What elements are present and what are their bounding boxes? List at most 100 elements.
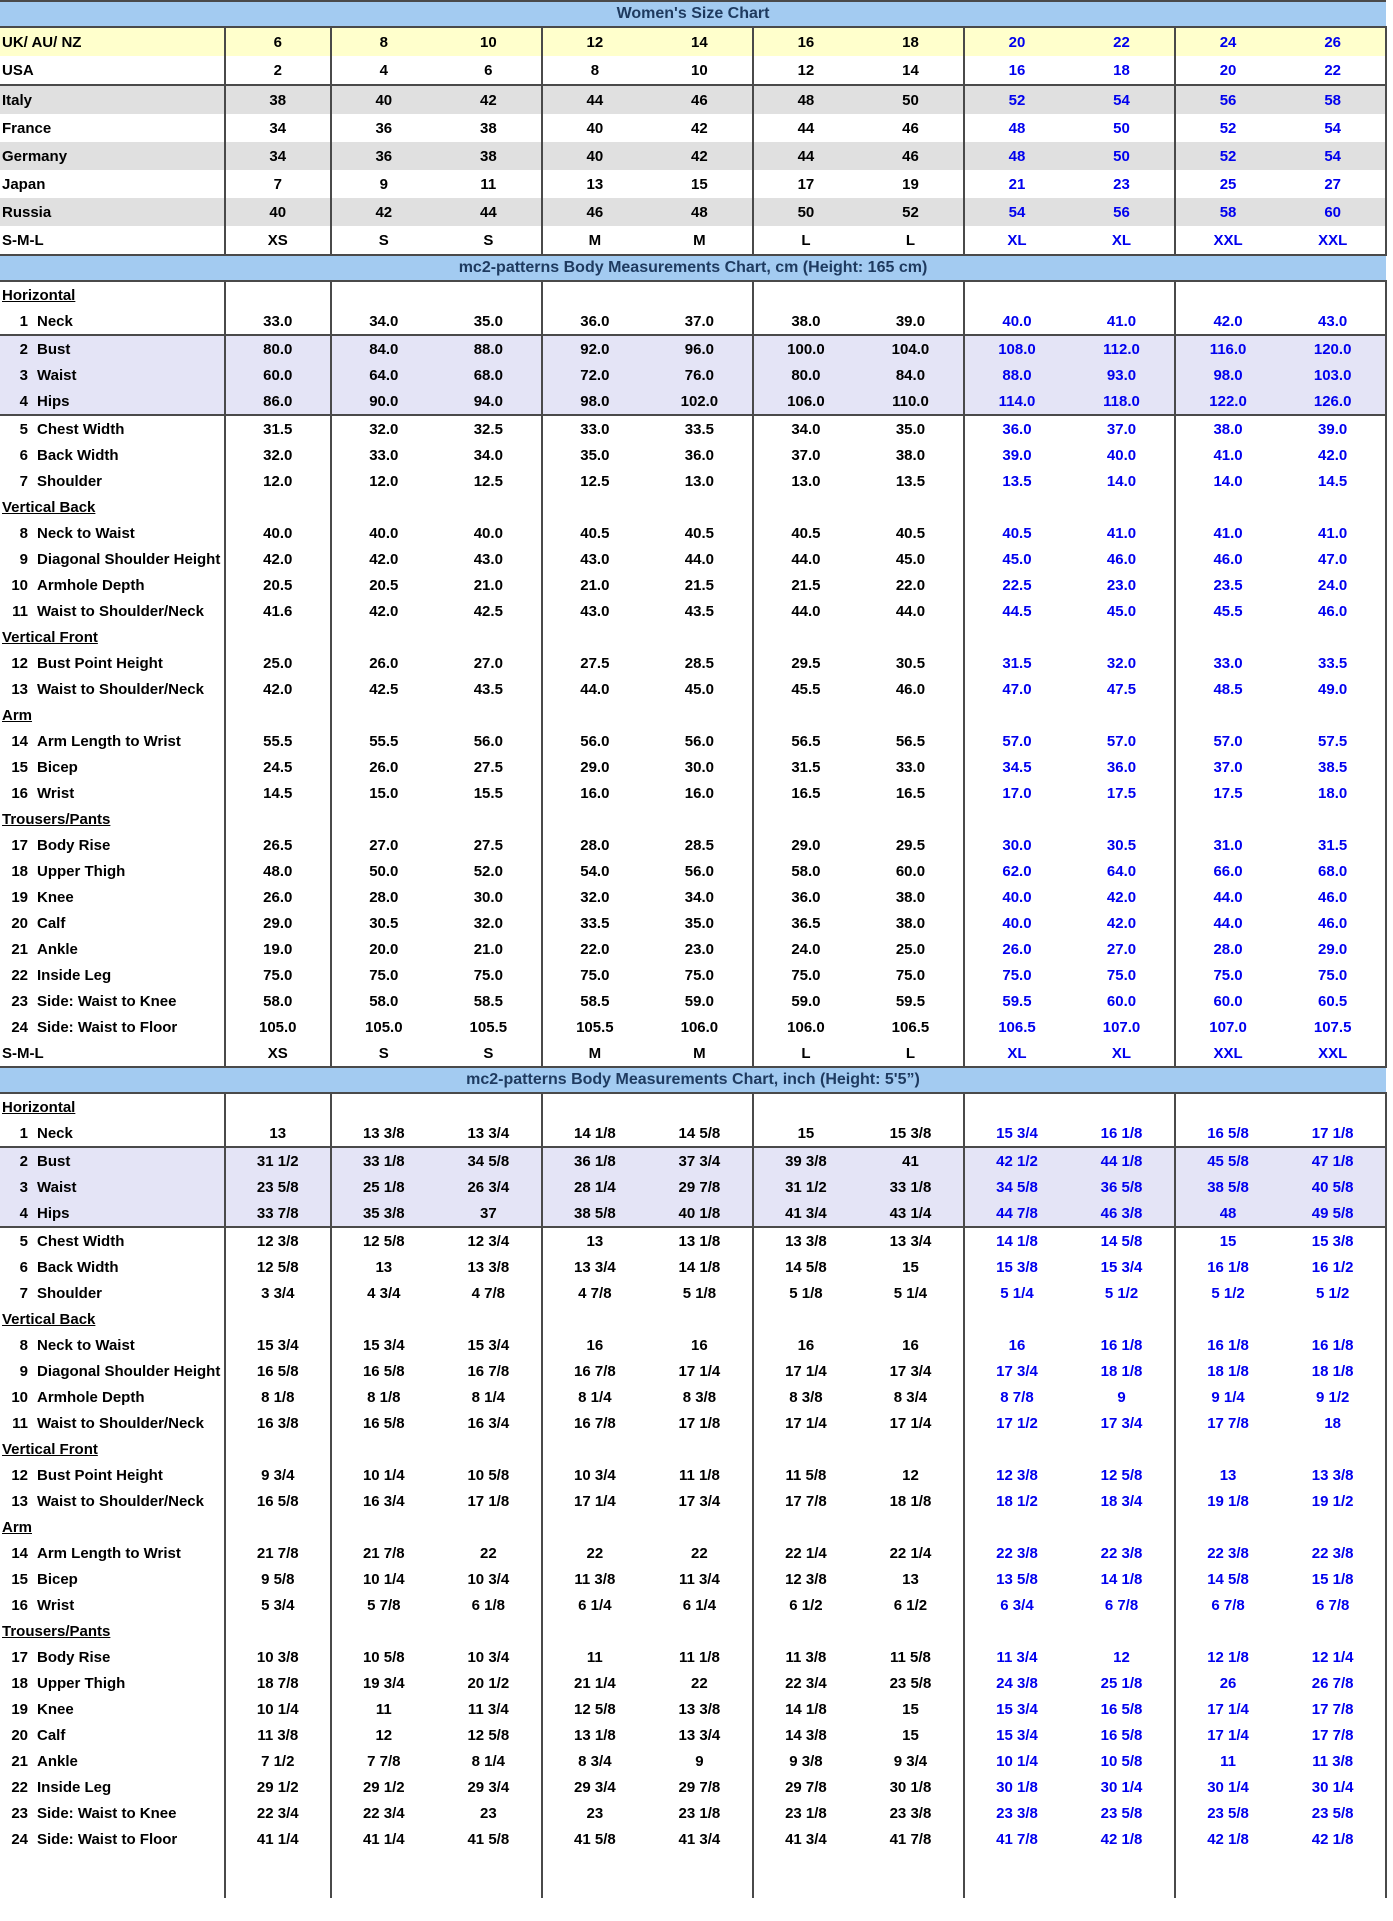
size-value-cell: 42 xyxy=(647,114,754,142)
measurement-name: Shoulder xyxy=(37,1284,103,1302)
measurement-value-cell: 33.5 xyxy=(1280,650,1387,676)
row-label: 6 Back Width xyxy=(0,1254,226,1280)
size-value-cell: L xyxy=(858,226,965,255)
measurement-value-cell: 57.0 xyxy=(1069,728,1176,754)
empty-cell xyxy=(753,624,859,650)
measurement-value-cell: 16 5/8 xyxy=(225,1488,332,1514)
empty-cell xyxy=(331,281,437,308)
measurement-value-cell: 45.0 xyxy=(1069,598,1176,624)
measurement-row-14: 14 Arm Length to Wrist 21 7/8 21 7/8 22 22 22 2… xyxy=(0,1540,1387,1566)
measurement-value-cell: 46.0 xyxy=(1069,546,1176,572)
size-value-cell: L xyxy=(858,1040,965,1067)
size-value-cell: 54 xyxy=(1280,142,1387,170)
measurement-value-cell: 16.0 xyxy=(647,780,754,806)
measurement-value-cell: 18 1/8 xyxy=(1280,1358,1387,1384)
measurement-value-cell: 23.0 xyxy=(647,936,754,962)
measurement-value-cell: 10 3/4 xyxy=(574,1466,616,1484)
measurement-row-7: 7 Shoulder 3 3/4 4 3/4 4 7/8 4 7/8 5 1/8 5 1/8 5… xyxy=(0,1280,1387,1306)
measurement-value-cell: 8 1/4 xyxy=(578,1388,612,1406)
measurement-value-cell: 22 xyxy=(647,1540,754,1566)
measurement-value-cell: 92.0 xyxy=(541,335,648,362)
measurement-value-cell: 56.5 xyxy=(791,732,821,750)
measurement-value-cell: 15 3/8 xyxy=(1280,1227,1387,1254)
section-heading-label: Vertical Front xyxy=(2,628,98,646)
measurement-value-cell: 18 1/2 xyxy=(996,1492,1038,1510)
measurement-row-16: 16 Wrist 5 3/4 5 7/8 6 1/8 6 1/4 6 1/4 6 1/2 6 1… xyxy=(0,1592,1387,1618)
size-value-cell: 44 xyxy=(541,85,648,114)
size-value-cell: L xyxy=(801,231,811,249)
row-label: 22 Inside Leg xyxy=(0,962,226,988)
empty-cell xyxy=(225,494,332,520)
size-value-cell: 38 xyxy=(436,142,543,170)
measurement-value-cell: 11 xyxy=(1220,1752,1236,1770)
size-value-cell: 46 xyxy=(541,198,648,226)
measurement-value-cell: 15 3/4 xyxy=(362,1336,405,1354)
measurement-value-cell: 36.5 xyxy=(791,914,821,932)
measurement-value-cell: 13 3/4 xyxy=(647,1722,754,1748)
empty-cell xyxy=(1175,281,1281,308)
size-value-cell: 38 xyxy=(225,85,332,114)
measurement-name: Side: Waist to Knee xyxy=(37,992,177,1010)
row-number: 17 xyxy=(11,1648,28,1666)
row-label: Japan xyxy=(0,170,226,198)
measurement-value-cell: 20 1/2 xyxy=(436,1670,543,1696)
measurement-value-cell: 38 5/8 xyxy=(541,1200,648,1228)
measurement-value-cell: 46 3/8 xyxy=(1069,1200,1176,1228)
measurement-value-cell: 16 5/8 xyxy=(362,1414,405,1432)
empty-cell xyxy=(647,1436,754,1462)
measurement-value-cell: 44.0 xyxy=(1213,888,1243,906)
row-number: 24 xyxy=(11,1018,28,1036)
empty-cell xyxy=(436,1852,543,1898)
empty-cell xyxy=(0,1852,226,1898)
section-heading: Vertical Front xyxy=(0,624,226,650)
measurement-value-cell: 102.0 xyxy=(647,388,754,416)
row-label: 13 Waist to Shoulder/Neck xyxy=(0,1488,226,1514)
measurement-value-cell: 16 xyxy=(586,1336,604,1354)
empty-cell xyxy=(331,1436,437,1462)
measurement-value-cell: 40.0 xyxy=(369,524,399,542)
measurement-value-cell: 13 xyxy=(375,1258,393,1276)
row-label: 15 Bicep xyxy=(0,1566,226,1592)
measurement-value-cell: 55.5 xyxy=(369,732,399,750)
row-label: 8 Neck to Waist xyxy=(0,1332,226,1358)
empty-cell xyxy=(647,806,754,832)
measurement-value-cell: 36.0 xyxy=(647,442,754,468)
measurement-value-cell: 56.0 xyxy=(647,858,754,884)
empty-cell xyxy=(858,702,965,728)
size-value-cell: 42 xyxy=(647,142,754,170)
measurement-value-cell: 44.0 xyxy=(791,602,821,620)
measurement-value-cell: 24.5 xyxy=(225,754,332,780)
measurement-value-cell: 11 1/8 xyxy=(647,1462,754,1488)
measurement-value-cell: 23 5/8 xyxy=(858,1670,965,1696)
measurement-value-cell: 60.0 xyxy=(1213,992,1243,1010)
measurement-value-cell: 13 5/8 xyxy=(996,1570,1038,1588)
measurement-row-3: 3 Waist 23 5/8 25 1/8 26 3/4 28 1/4 29 7/8 31 1… xyxy=(0,1174,1387,1200)
measurement-name: Bicep xyxy=(37,758,78,776)
measurement-value-cell: 25.0 xyxy=(858,936,965,962)
measurement-value-cell: 22 xyxy=(436,1540,543,1566)
empty-cell xyxy=(1280,1514,1387,1540)
measurement-value-cell: 22 3/8 xyxy=(1280,1540,1387,1566)
measurement-value-cell: 42.0 xyxy=(1174,308,1281,336)
measurement-value-cell: 25 1/8 xyxy=(1069,1670,1176,1696)
section-heading-row: Horizontal xyxy=(0,1093,1387,1120)
row-number: 15 xyxy=(11,1570,28,1588)
size-value-cell: XXL xyxy=(1213,1044,1243,1062)
size-value-cell: 48 xyxy=(752,85,859,114)
row-number: 23 xyxy=(11,1804,28,1822)
empty-cell xyxy=(1069,1306,1176,1332)
measurement-value-cell: 114.0 xyxy=(963,388,1070,416)
measurement-value-cell: 41 5/8 xyxy=(436,1826,543,1852)
measurement-value-cell: 43.5 xyxy=(647,598,754,624)
measurement-name: Bicep xyxy=(37,1570,78,1588)
measurement-value-cell: 34 5/8 xyxy=(436,1147,543,1174)
size-value-cell: 12 xyxy=(752,56,859,86)
measurement-value-cell: 13 3/8 xyxy=(1280,1462,1387,1488)
size-value-cell: XL xyxy=(1069,226,1176,255)
measurement-value-cell: 40.5 xyxy=(647,520,754,546)
size-value-cell: 48 xyxy=(1008,119,1026,137)
measurement-name: Neck to Waist xyxy=(37,1336,135,1354)
measurement-value-cell: 16 xyxy=(647,1332,754,1358)
measurement-value-cell: 13 3/4 xyxy=(436,1120,543,1148)
measurement-value-cell: 40.0 xyxy=(436,520,543,546)
